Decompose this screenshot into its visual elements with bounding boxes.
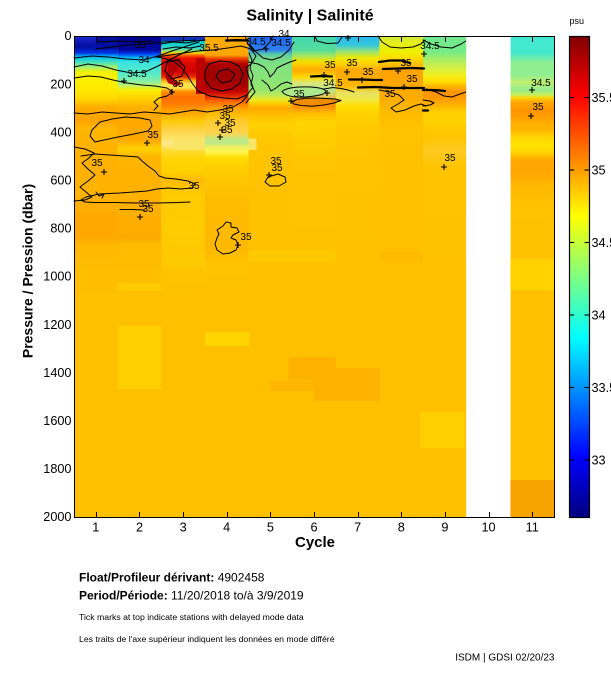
svg-text:35: 35 — [532, 102, 544, 113]
svg-text:800: 800 — [50, 222, 71, 236]
svg-text:Salinity | Salinité: Salinity | Salinité — [246, 8, 373, 25]
svg-text:34.5: 34.5 — [592, 236, 611, 250]
svg-text:35: 35 — [221, 125, 233, 136]
svg-text:35: 35 — [270, 156, 282, 167]
svg-text:Pressure / Pression (dbar): Pressure / Pression (dbar) — [20, 184, 36, 358]
svg-text:34: 34 — [278, 29, 290, 40]
svg-text:35: 35 — [271, 163, 283, 174]
svg-text:Les traits de l'axe supérieur: Les traits de l'axe supérieur indiquent … — [79, 634, 335, 644]
svg-text:34.5: 34.5 — [420, 41, 440, 52]
svg-text:2000: 2000 — [43, 510, 71, 524]
svg-text:Period/Période: 11/20/2018 t: Period/Période: 11/20/2018 to/à 3/9/2019 — [79, 589, 304, 603]
svg-text:11: 11 — [526, 521, 539, 535]
svg-text:Cycle: Cycle — [295, 534, 335, 551]
svg-text:35: 35 — [362, 67, 374, 78]
svg-text:35: 35 — [400, 58, 412, 69]
svg-text:35.5: 35.5 — [592, 91, 611, 105]
svg-text:0: 0 — [64, 29, 71, 43]
svg-text:34: 34 — [592, 309, 606, 323]
svg-text:1000: 1000 — [43, 270, 71, 284]
svg-text:35: 35 — [138, 199, 150, 210]
svg-text:35.5: 35.5 — [199, 43, 219, 54]
svg-text:35: 35 — [444, 153, 456, 164]
svg-text:1400: 1400 — [43, 366, 71, 380]
svg-text:ISDM | GDSI 02/20/23: ISDM | GDSI 02/20/23 — [455, 653, 555, 664]
svg-text:psu: psu — [570, 16, 585, 26]
svg-text:34.5: 34.5 — [246, 37, 266, 48]
svg-text:35: 35 — [384, 89, 396, 100]
svg-text:35: 35 — [142, 204, 154, 215]
svg-text:35: 35 — [240, 232, 252, 243]
svg-text:35: 35 — [406, 74, 418, 85]
svg-text:600: 600 — [50, 174, 71, 188]
svg-text:33.5: 33.5 — [592, 381, 611, 395]
svg-text:400: 400 — [50, 125, 71, 139]
svg-text:35: 35 — [224, 118, 236, 129]
svg-text:33: 33 — [134, 40, 146, 51]
svg-text:35: 35 — [219, 111, 231, 122]
svg-text:35: 35 — [222, 104, 234, 115]
svg-text:10: 10 — [481, 521, 495, 535]
svg-text:34.5: 34.5 — [323, 78, 343, 89]
svg-text:5: 5 — [267, 521, 274, 535]
svg-text:1200: 1200 — [43, 318, 71, 332]
svg-text:8: 8 — [398, 521, 405, 535]
svg-text:34.5: 34.5 — [531, 78, 551, 89]
svg-text:35: 35 — [293, 89, 305, 100]
svg-text:35: 35 — [324, 60, 336, 71]
svg-text:35: 35 — [172, 79, 184, 90]
svg-text:33: 33 — [592, 454, 606, 468]
svg-text:6: 6 — [310, 521, 317, 535]
svg-text:34.5: 34.5 — [127, 69, 147, 80]
svg-text:4: 4 — [223, 521, 230, 535]
svg-text:1600: 1600 — [43, 414, 71, 428]
svg-text:35: 35 — [147, 130, 159, 141]
svg-text:35: 35 — [346, 58, 358, 69]
svg-text:35: 35 — [188, 181, 200, 192]
svg-text:34: 34 — [138, 55, 150, 66]
svg-text:9: 9 — [441, 521, 448, 535]
svg-text:34.5: 34.5 — [271, 38, 291, 49]
svg-text:3: 3 — [180, 521, 187, 535]
svg-text:2: 2 — [136, 521, 143, 535]
svg-text:7: 7 — [354, 521, 361, 535]
svg-text:Tick marks at top indicate sta: Tick marks at top indicate stations with… — [79, 612, 304, 622]
svg-text:1: 1 — [92, 521, 99, 535]
svg-text:35: 35 — [91, 158, 103, 169]
svg-text:35: 35 — [592, 164, 606, 178]
svg-text:Float/Profileur dérivant: 490: Float/Profileur dérivant: 4902458 — [79, 571, 265, 585]
svg-text:200: 200 — [50, 77, 71, 91]
svg-text:1800: 1800 — [43, 462, 71, 476]
